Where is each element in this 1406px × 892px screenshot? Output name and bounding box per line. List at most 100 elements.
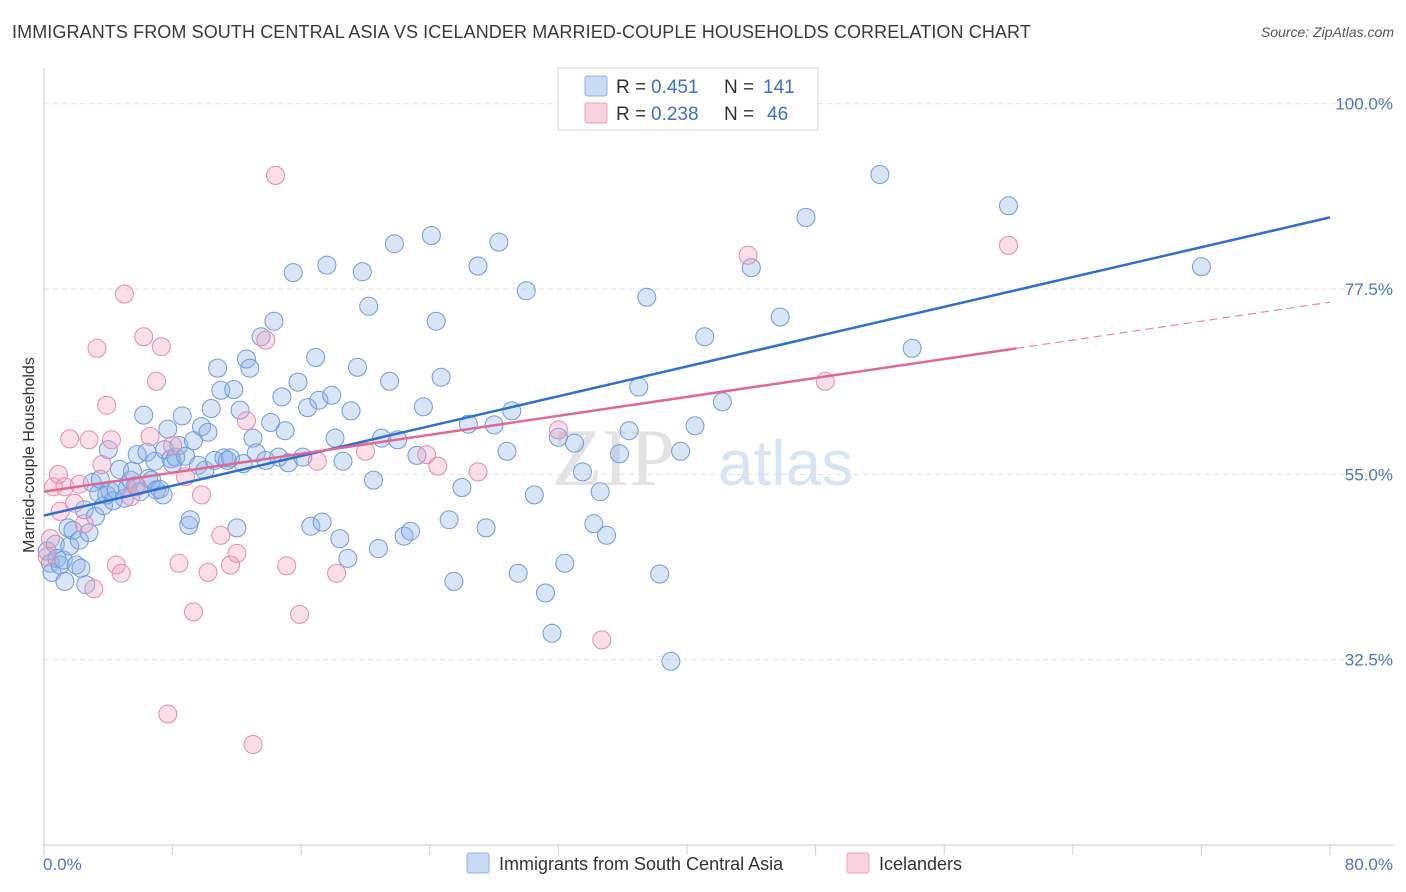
gridlines: [44, 103, 1393, 661]
legend-swatch-pink: [584, 102, 608, 124]
point-blue-60: [208, 358, 228, 378]
point-blue-106: [401, 521, 420, 541]
point-blue-47: [166, 447, 186, 467]
y-tick-label-0: 32.5%: [1345, 651, 1393, 670]
point-pink-45: [428, 456, 448, 476]
series-south-central-asia: [37, 165, 1211, 671]
point-blue-35: [134, 405, 154, 425]
point-pink-36: [243, 735, 263, 754]
point-pink-8: [69, 474, 89, 494]
point-blue-103: [384, 234, 404, 254]
point-blue-66: [227, 518, 247, 538]
point-blue-16: [79, 523, 99, 543]
point-pink-18: [114, 284, 134, 304]
point-blue-102: [380, 371, 400, 391]
x-tick-label-min: 0.0%: [43, 855, 82, 874]
point-blue-128: [555, 553, 575, 573]
point-blue-93: [333, 451, 353, 471]
point-blue-75: [261, 413, 281, 432]
point-pink-24: [151, 337, 171, 357]
point-pink-15: [102, 430, 121, 450]
point-pink-11: [84, 579, 104, 599]
point-blue-87: [309, 390, 329, 410]
legend-r-value-1: 0.451: [651, 77, 699, 98]
watermark: ZIP atlas: [552, 412, 853, 503]
point-pink-38: [266, 165, 285, 185]
y-tick-label-1: 55.0%: [1345, 465, 1393, 484]
trend-lines: [43, 216, 1331, 517]
point-pink-25: [158, 704, 178, 724]
point-pink-6: [60, 429, 80, 449]
point-pink-30: [192, 485, 211, 505]
x-tick-label-max: 80.0%: [1345, 855, 1393, 874]
point-blue-9: [60, 536, 80, 556]
point-blue-71: [243, 428, 263, 448]
point-blue-140: [671, 441, 691, 461]
point-blue-78: [272, 387, 292, 407]
point-blue-124: [524, 485, 544, 505]
point-blue-113: [444, 571, 464, 591]
point-pink-39: [277, 556, 297, 576]
point-pink-37: [256, 330, 276, 350]
point-blue-114: [452, 478, 472, 497]
legend-r-value-2: 0.238: [651, 104, 699, 125]
point-pink-46: [468, 462, 488, 482]
legend-n-value-1: 141: [763, 77, 795, 98]
point-blue-105: [394, 526, 414, 546]
point-blue-57: [198, 422, 218, 442]
series-icelanders: [37, 165, 1018, 754]
point-blue-7: [55, 571, 75, 591]
point-pink-21: [134, 327, 154, 347]
point-blue-138: [650, 564, 670, 584]
point-blue-117: [476, 518, 496, 538]
trend-line-blue: [43, 216, 1331, 517]
point-blue-6: [53, 550, 73, 570]
point-pink-44: [417, 445, 437, 465]
point-blue-131: [584, 514, 604, 534]
point-blue-137: [637, 287, 657, 307]
point-blue-96: [348, 357, 367, 377]
point-blue-44: [158, 419, 178, 439]
point-blue-82: [288, 372, 308, 392]
point-pink-0: [37, 547, 57, 567]
point-blue-13: [71, 558, 91, 578]
point-blue-91: [325, 428, 345, 448]
point-blue-18: [85, 506, 105, 526]
point-blue-150: [1191, 257, 1211, 277]
point-blue-133: [597, 525, 617, 545]
point-blue-139: [661, 651, 681, 671]
point-blue-122: [508, 563, 528, 583]
point-blue-148: [902, 338, 922, 358]
point-pink-47: [548, 420, 568, 440]
y-tick-label-2: 77.5%: [1345, 280, 1393, 299]
point-pink-29: [184, 602, 203, 622]
point-blue-58: [201, 399, 221, 418]
point-pink-10: [79, 430, 99, 450]
axes: [43, 68, 1393, 855]
point-blue-135: [619, 421, 639, 441]
point-blue-90: [322, 385, 342, 405]
legend-r-label-2: R =: [616, 104, 646, 125]
bottom-legend-swatch-pink: [846, 852, 870, 874]
y-axis-label: Married-couple Households: [21, 357, 38, 553]
point-blue-120: [497, 441, 517, 461]
point-blue-10: [63, 520, 83, 540]
point-blue-81: [283, 263, 303, 283]
point-blue-129: [565, 433, 584, 453]
source-credit: Source: ZipAtlas.com: [1260, 24, 1394, 40]
point-pink-48: [592, 630, 612, 650]
legend-swatch-blue: [584, 75, 608, 97]
point-blue-109: [421, 226, 441, 245]
point-blue-116: [468, 256, 488, 276]
point-blue-84: [298, 398, 318, 418]
point-blue-147: [870, 165, 890, 184]
point-blue-65: [224, 380, 244, 399]
point-pink-34: [227, 543, 247, 563]
point-pink-1: [40, 529, 60, 549]
point-blue-141: [685, 416, 705, 436]
point-blue-143: [712, 392, 732, 412]
top-legend: R = 0.451 N = 141 R = 0.238 N = 46: [557, 67, 819, 131]
point-pink-3: [49, 464, 68, 484]
point-pink-35: [237, 411, 256, 431]
